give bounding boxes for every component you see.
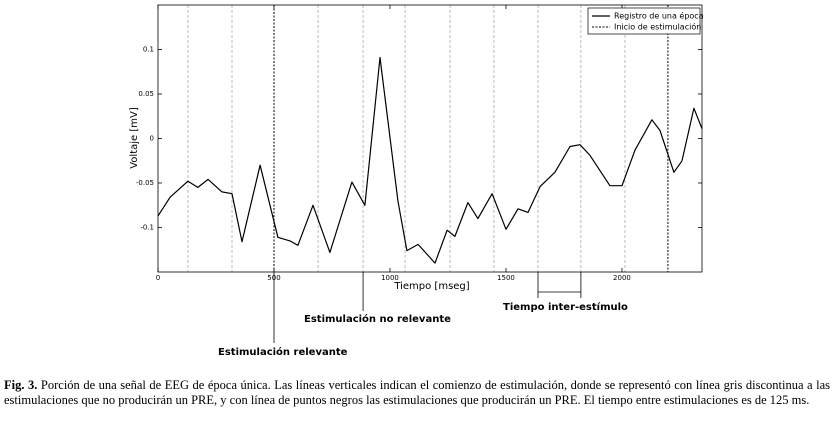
y-tick-label: -0.05 xyxy=(136,179,154,187)
x-tick-label: 2000 xyxy=(613,274,631,282)
caption: Fig. 3. Porción de una señal de EEG de é… xyxy=(4,378,830,408)
y-axis-label: Voltaje [mV] xyxy=(129,107,140,169)
plot-frame xyxy=(157,4,703,273)
caption-label: Fig. 3. xyxy=(4,378,38,392)
y-tick-label: 0 xyxy=(150,135,154,143)
legend-label: Registro de una época xyxy=(614,11,704,21)
annotation: Estimulación relevante xyxy=(218,346,348,358)
annotation: Tiempo inter-estímulo xyxy=(503,301,628,313)
x-tick-label: 1000 xyxy=(381,274,399,282)
line-series xyxy=(157,56,703,264)
y-tick-label: -0.1 xyxy=(140,224,154,232)
x-tick-label: 0 xyxy=(156,274,160,282)
caption-text: Porción de una señal de EEG de época úni… xyxy=(4,378,830,407)
chart: Tiempo [mseg] Voltaje [mV] 0 500 1000 1500 2… xyxy=(129,4,704,358)
x-tick-label: 1500 xyxy=(497,274,515,282)
y-tick-label: 0.05 xyxy=(138,90,154,98)
annotation: Estimulación no relevante xyxy=(304,313,451,325)
y-tick-label: 0.1 xyxy=(143,46,154,54)
legend-box xyxy=(587,7,701,35)
legend-label: Inicio de estimulación xyxy=(614,22,701,32)
x-axis-label: Tiempo [mseg] xyxy=(393,281,469,292)
